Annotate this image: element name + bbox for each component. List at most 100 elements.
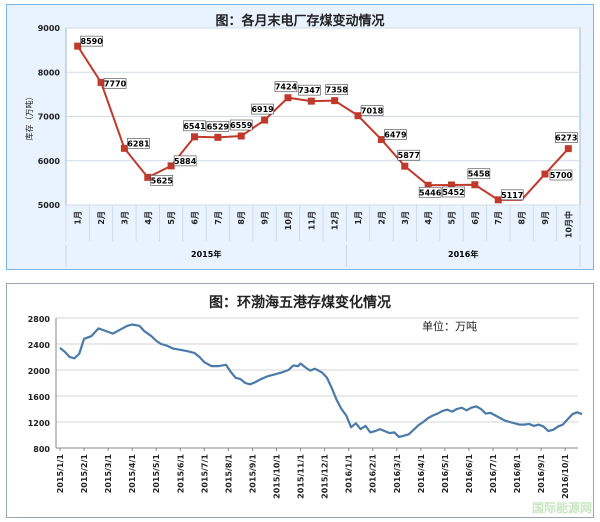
data-point [494, 196, 502, 204]
y-tick-label: 9000 [38, 24, 61, 33]
x-tick-label: 7月 [214, 211, 223, 225]
data-point [448, 181, 455, 189]
x-tick-label: 9月 [541, 211, 550, 225]
data-point [471, 181, 479, 189]
data-label-box [173, 155, 197, 167]
y-tick-label: 6000 [38, 157, 61, 166]
data-label-box [555, 132, 578, 143]
data-label: 5117 [501, 191, 523, 200]
data-label-box [384, 129, 407, 140]
y-tick-label: 5000 [38, 201, 61, 210]
x-tick-label: 11月 [307, 211, 316, 230]
data-point [354, 112, 362, 120]
data-label-box [397, 149, 421, 161]
x-tick-label: 2016/9/1 [537, 454, 546, 494]
data-point [377, 136, 385, 144]
data-label-box [442, 186, 465, 198]
x-tick-label: 2016/10/1 [561, 454, 570, 499]
data-label-box [360, 105, 384, 117]
data-label: 5458 [468, 170, 491, 179]
x-tick-label: 2015/6/1 [176, 454, 185, 494]
x-tick-label: 2016/8/1 [513, 454, 522, 494]
x-tick-label: 2月 [377, 211, 386, 225]
data-point [564, 145, 572, 153]
series-line [76, 45, 570, 201]
data-point [214, 133, 222, 141]
data-label: 6281 [127, 139, 150, 148]
data-label: 6559 [230, 121, 253, 130]
y-tick-label: 2000 [28, 367, 51, 376]
data-label: 5884 [174, 157, 197, 166]
x-tick-label: 2015/9/1 [248, 454, 257, 494]
data-label-box [103, 78, 127, 89]
data-point [144, 173, 152, 181]
data-label: 7347 [298, 86, 320, 95]
x-tick-label: 6月 [191, 211, 200, 225]
x-tick-label: 4月 [424, 211, 433, 225]
data-label-box [549, 169, 573, 181]
x-tick-label: 8月 [518, 211, 527, 225]
x-tick-label: 5月 [167, 211, 176, 225]
data-label-box [206, 121, 230, 132]
y-tick-label: 2400 [28, 341, 51, 350]
y-axis-label: 库存（万吨） [24, 93, 34, 141]
x-tick-label: 2015/3/1 [104, 454, 113, 494]
data-label-box [150, 175, 174, 186]
x-tick-label: 2015/5/1 [152, 454, 161, 494]
watermark: 国际能源网 [531, 501, 592, 515]
x-tick-label: 2015/10/1 [272, 454, 281, 499]
x-tick-label: 2015/1/1 [56, 454, 65, 494]
data-label-box [298, 84, 321, 96]
x-tick-label: 8月 [237, 211, 246, 225]
data-label: 5452 [442, 188, 464, 197]
x-tick-label: 2015/12/1 [321, 454, 330, 499]
data-label: 5877 [398, 151, 420, 160]
unit-label: 单位：万吨 [422, 320, 477, 333]
series-line [59, 323, 583, 439]
x-tick-label: 2016/6/1 [465, 454, 474, 494]
x-tick-label: 1月 [74, 211, 83, 225]
data-label: 7358 [326, 86, 349, 95]
data-label: 6479 [384, 131, 407, 140]
data-label: 7018 [361, 107, 384, 116]
y-tick-label: 800 [33, 445, 50, 454]
data-label-box [127, 138, 150, 149]
data-point [541, 170, 549, 178]
x-tick-label: 5月 [448, 211, 457, 225]
data-point [307, 97, 315, 105]
data-point [424, 181, 432, 189]
data-point [191, 133, 198, 141]
data-label: 8590 [81, 37, 104, 46]
x-tick-label: 3月 [401, 211, 410, 225]
x-tick-label: 2015/8/1 [224, 454, 233, 494]
x-tick-label: 6月 [471, 211, 480, 225]
year-label: 2016年 [448, 249, 478, 259]
x-tick-label: 2015/4/1 [128, 454, 137, 494]
data-label-box [251, 103, 274, 115]
data-label: 6529 [207, 122, 230, 131]
data-label-box [183, 120, 206, 132]
data-point [74, 42, 82, 50]
data-label: 6919 [251, 105, 274, 114]
chart-title: 图：环渤海五港存煤变化情况 [209, 295, 391, 311]
x-tick-label: 2016/4/1 [417, 454, 426, 494]
y-tick-label: 7000 [38, 113, 61, 122]
data-point [401, 162, 409, 170]
x-tick-label: 10月 [284, 211, 293, 230]
data-label-box [274, 81, 298, 93]
x-tick-label: 4月 [144, 211, 153, 225]
x-tick-label: 2月 [97, 211, 106, 225]
data-point [261, 116, 269, 124]
data-point [237, 132, 245, 140]
x-tick-label: 9月 [261, 211, 270, 225]
x-tick-label: 1月 [354, 211, 363, 225]
data-label: 7770 [104, 79, 127, 88]
year-label: 2015年 [191, 249, 221, 259]
data-label-box [325, 84, 348, 95]
x-tick-label: 10月中 [563, 211, 573, 238]
x-tick-label: 2015/11/1 [297, 454, 306, 499]
x-tick-label: 2016/7/1 [489, 454, 498, 494]
data-label-box [80, 35, 103, 47]
data-label-box [418, 186, 442, 198]
